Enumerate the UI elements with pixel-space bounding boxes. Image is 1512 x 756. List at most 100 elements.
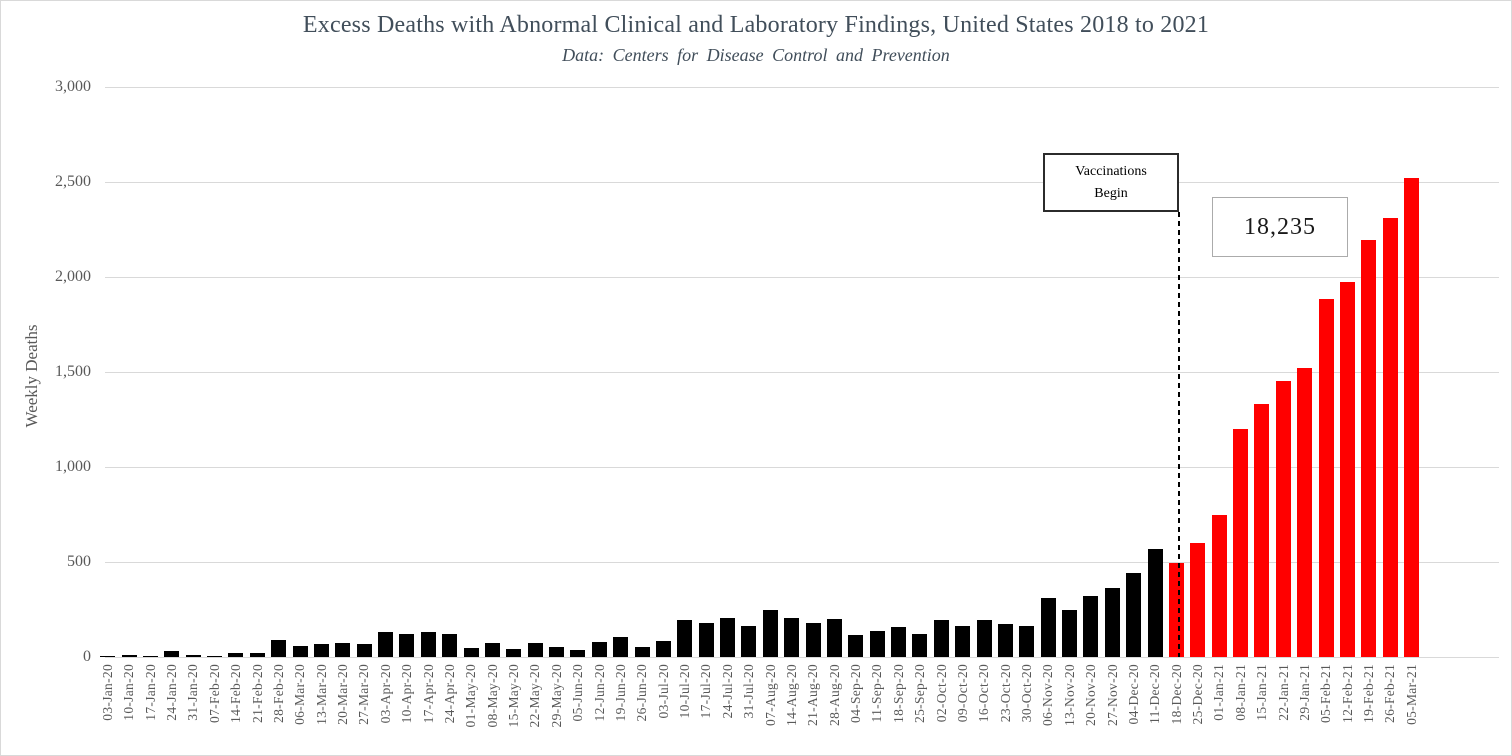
bar [591, 642, 607, 657]
x-axis-label-slot: 29-May-20 [546, 664, 567, 754]
x-axis-label: 21-Feb-20 [249, 664, 265, 723]
bar [356, 643, 372, 657]
x-axis-label-slot: 11-Sep-20 [867, 664, 888, 754]
vaccination-start-dashed-line [1178, 212, 1180, 657]
x-axis-label: 05-Jun-20 [570, 664, 586, 722]
bar-slot [1230, 87, 1251, 657]
x-axis-tick-labels: 03-Jan-20 10-Jan-20 17-Jan-20 24-Jan-20 31-J… [97, 664, 1422, 754]
bar-slot [418, 87, 439, 657]
x-axis-label-slot: 26-Feb-21 [1380, 664, 1401, 754]
bar [399, 634, 415, 657]
x-axis-label-slot: 21-Feb-20 [247, 664, 268, 754]
y-axis-label: 2,000 [55, 268, 91, 285]
bar-slot [1038, 87, 1059, 657]
bar [1040, 598, 1056, 657]
bar-slot [888, 87, 909, 657]
x-axis-label-slot: 08-Jan-21 [1230, 664, 1251, 754]
x-axis-label-slot: 20-Nov-20 [1080, 664, 1101, 754]
bar [613, 637, 629, 657]
bar [1190, 542, 1206, 657]
bar-slot [482, 87, 503, 657]
x-axis-label: 23-Oct-20 [997, 664, 1013, 723]
x-axis-label-slot: 13-Mar-20 [311, 664, 332, 754]
x-axis-label: 28-Aug-20 [826, 664, 842, 726]
x-axis-label: 20-Nov-20 [1083, 664, 1099, 726]
x-axis-label: 27-Mar-20 [356, 664, 372, 725]
x-axis-label: 24-Jan-20 [164, 664, 180, 721]
x-axis-label: 01-Jan-21 [1211, 664, 1227, 721]
x-axis-label-slot: 23-Oct-20 [995, 664, 1016, 754]
x-axis-label-slot: 25-Dec-20 [1187, 664, 1208, 754]
bar-slot [1102, 87, 1123, 657]
bar-slot [674, 87, 695, 657]
bar-slot [225, 87, 246, 657]
bar-slot [1401, 87, 1422, 657]
bar-slot [931, 87, 952, 657]
x-axis-label-slot: 22-May-20 [525, 664, 546, 754]
x-axis-label-slot: 30-Oct-20 [1016, 664, 1037, 754]
bar-slot [311, 87, 332, 657]
bar [271, 639, 287, 657]
x-axis-label: 08-Jan-21 [1232, 664, 1248, 721]
x-axis-label: 11-Sep-20 [869, 664, 885, 723]
bar-slot [183, 87, 204, 657]
y-axis-label: 2,500 [55, 173, 91, 190]
bar-slot [1294, 87, 1315, 657]
bar [720, 618, 736, 657]
bar-slot [396, 87, 417, 657]
x-axis-label: 31-Jan-20 [185, 664, 201, 721]
bar [463, 648, 479, 657]
bar-slot [631, 87, 652, 657]
x-axis-label-slot: 14-Feb-20 [225, 664, 246, 754]
bar [1019, 625, 1035, 657]
x-axis-label: 14-Feb-20 [228, 664, 244, 723]
bar-slot [824, 87, 845, 657]
bar-slot [909, 87, 930, 657]
x-axis-label: 17-Apr-20 [420, 664, 436, 724]
x-axis-label: 03-Jul-20 [655, 664, 671, 719]
x-axis-label: 14-Aug-20 [783, 664, 799, 726]
bar-slot [1358, 87, 1379, 657]
bar-slot [567, 87, 588, 657]
bar [741, 625, 757, 657]
y-axis-label: 3,000 [55, 78, 91, 95]
x-axis-label-slot: 18-Dec-20 [1166, 664, 1187, 754]
bar-slot [1144, 87, 1165, 657]
bar-slot [140, 87, 161, 657]
bar [976, 619, 992, 657]
bar [997, 623, 1013, 657]
x-axis-label-slot: 17-Jul-20 [696, 664, 717, 754]
x-axis-label: 15-Jan-21 [1254, 664, 1270, 721]
bar [762, 610, 778, 657]
x-axis-label: 11-Dec-20 [1147, 664, 1163, 724]
x-axis-label: 26-Jun-20 [634, 664, 650, 722]
gridline [105, 657, 1499, 658]
x-axis-label-slot: 27-Nov-20 [1102, 664, 1123, 754]
chart-subtitle: Data: Centers for Disease Control and Pr… [562, 45, 950, 65]
x-axis-label: 06-Nov-20 [1040, 664, 1056, 726]
bar-slot [1315, 87, 1336, 657]
y-axis-label: 0 [83, 648, 91, 665]
bar [1147, 548, 1163, 657]
bar-slot [952, 87, 973, 657]
x-axis-label-slot: 19-Jun-20 [610, 664, 631, 754]
bar [1211, 514, 1227, 657]
bar-slot [1080, 87, 1101, 657]
bar-slot [802, 87, 823, 657]
bar-slot [867, 87, 888, 657]
bar-slot [589, 87, 610, 657]
x-axis-label-slot: 27-Mar-20 [354, 664, 375, 754]
x-axis-label: 16-Oct-20 [976, 664, 992, 723]
x-axis-label: 18-Sep-20 [890, 664, 906, 723]
bar-slot [247, 87, 268, 657]
bar-slot [439, 87, 460, 657]
bar [869, 631, 885, 657]
gridline [105, 562, 1499, 563]
bar [142, 656, 158, 657]
bar [164, 651, 180, 657]
x-axis-label: 22-Jan-21 [1275, 664, 1291, 721]
x-axis-label: 28-Feb-20 [270, 664, 286, 723]
bar [1083, 595, 1099, 657]
x-axis-label: 13-Nov-20 [1061, 664, 1077, 726]
